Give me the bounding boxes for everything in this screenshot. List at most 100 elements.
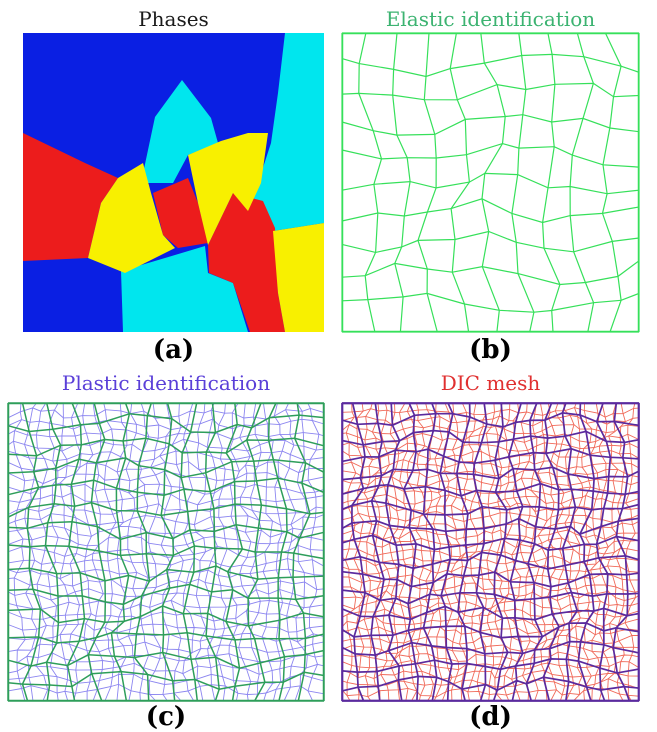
dic-mesh-fine-column-line: [581, 402, 593, 702]
plastic-mesh-coarse-column-line: [110, 402, 131, 702]
dic-mesh-fine-row-line: [341, 687, 640, 698]
dic-mesh-border: [341, 402, 640, 702]
dic-mesh-fine-column-line: [398, 402, 409, 702]
dic-mesh: [341, 402, 640, 702]
dic-mesh-fine-column-line: [415, 402, 426, 702]
dic-mesh-coarse-column-line: [370, 402, 385, 702]
plastic-mesh-fine-column-line: [204, 402, 218, 702]
plastic-mesh-fine-column-line: [238, 402, 252, 702]
dic-mesh-fine-row-line: [341, 423, 640, 435]
panel-d-title: DIC mesh: [440, 371, 541, 395]
dic-mesh-coarse-row-line: [341, 589, 640, 605]
plastic-mesh-coarse-column-line: [245, 402, 266, 702]
panel-c-title: Plastic identification: [61, 371, 271, 395]
phase-region-cyan-right: [248, 33, 324, 231]
dic-mesh-coarse-column-line: [472, 402, 488, 702]
panel-b-label: (b): [469, 335, 512, 365]
elastic-mesh-column-line: [569, 32, 595, 333]
plastic-mesh-coarse-column-line: [267, 402, 288, 702]
elastic-mesh-row-line: [341, 260, 640, 286]
dic-mesh-fine-row-line: [341, 599, 640, 610]
dic-mesh-fine-column-line: [432, 402, 443, 702]
dic-mesh-coarse-row-line: [341, 658, 640, 674]
dic-mesh-coarse-column-line: [439, 402, 454, 702]
panel-a-label: (a): [152, 335, 195, 365]
plastic-mesh-fine-column-line: [13, 402, 26, 702]
dic-mesh-coarse-column-line: [525, 402, 544, 702]
plastic-mesh-fine-column-line: [35, 402, 49, 702]
dic-mesh-coarse-row-line: [341, 466, 640, 481]
elastic-mesh: [341, 32, 640, 333]
dic-mesh-coarse-column-line: [385, 402, 403, 702]
elastic-mesh-border: [341, 32, 640, 333]
dic-mesh-fine-row-line: [341, 555, 640, 567]
dic-mesh-coarse-column-line: [595, 402, 612, 702]
dic-mesh-fine-column-line: [379, 402, 392, 702]
elastic-mesh-row-line: [341, 82, 640, 101]
plastic-mesh-coarse-column-line: [66, 402, 86, 702]
dic-mesh-fine-column-line: [459, 402, 468, 702]
dic-mesh-fine-column-line: [389, 402, 401, 702]
plastic-mesh-fine-column-line: [59, 402, 72, 702]
dic-mesh-coarse-row-line: [341, 675, 640, 692]
elastic-mesh-column-line: [449, 32, 471, 333]
elastic-mesh-column-line: [541, 32, 561, 333]
plastic-mesh-fine-column-line: [148, 402, 162, 702]
plastic-mesh-fine-column-line: [307, 402, 320, 702]
dic-mesh-coarse-row-line: [341, 534, 640, 551]
elastic-mesh-row-line: [341, 114, 640, 136]
plastic-mesh-fine-column-line: [283, 402, 297, 702]
plastic-mesh-fine-column-line: [47, 402, 59, 702]
plastic-mesh-fine-column-line: [170, 402, 184, 702]
dic-mesh-fine-lines: [341, 402, 640, 702]
plastic-mesh-coarse-column-line: [225, 402, 244, 702]
dic-mesh-coarse-column-line: [455, 402, 471, 702]
plastic-mesh-coarse-column-line: [204, 402, 220, 702]
phase-region-red-center: [153, 178, 208, 248]
dic-mesh-fine-column-line: [624, 402, 636, 702]
elastic-mesh-column-line: [601, 32, 622, 333]
dic-mesh-coarse-row-line: [341, 605, 640, 621]
dic-mesh-fine-row-line: [341, 616, 640, 628]
dic-mesh-coarse-row-line: [341, 517, 640, 536]
dic-mesh-coarse-row-line: [341, 412, 640, 428]
dic-mesh-coarse-column-line: [492, 402, 509, 702]
panel-c-label: (c): [145, 702, 187, 732]
dic-mesh-coarse-row-line: [341, 570, 640, 588]
phase-region-cyan-top: [141, 80, 218, 183]
dic-mesh-coarse-row-line: [341, 622, 640, 639]
elastic-mesh-column-line: [358, 32, 383, 333]
phases-map: [23, 33, 324, 332]
dic-mesh-fine-column-line: [572, 402, 584, 702]
dic-mesh-fine-column-line: [563, 402, 575, 702]
elastic-mesh-column-line: [480, 32, 506, 333]
plastic-mesh-coarse-column-line: [180, 402, 199, 702]
plastic-mesh-fine-column-line: [24, 402, 38, 702]
dic-mesh-fine-column-line: [511, 402, 522, 702]
dic-mesh-fine-column-line: [363, 402, 374, 702]
phase-region-yellow-center: [188, 133, 268, 245]
dic-mesh-fine-column-line: [485, 402, 497, 702]
plastic-mesh: [7, 402, 325, 702]
dic-mesh-fine-column-line: [598, 402, 610, 702]
dic-mesh-coarse-column-line: [507, 402, 524, 702]
elastic-mesh-row-line: [341, 172, 640, 195]
dic-mesh-coarse-row-line: [341, 500, 640, 516]
elastic-mesh-column-line: [417, 32, 438, 333]
dic-mesh-coarse-row-line: [341, 447, 640, 465]
plastic-mesh-fine-column-line: [116, 402, 128, 702]
plastic-mesh-fine-row-line: [7, 622, 325, 634]
plastic-mesh-coarse-column-line: [21, 402, 42, 702]
dic-mesh-fine-row-line: [341, 546, 640, 558]
dic-mesh-coarse-row-line: [341, 551, 640, 570]
plastic-mesh-coarse-column-line: [133, 402, 153, 702]
phase-region-yellow-right: [273, 223, 324, 332]
dic-mesh-fine-column-line: [450, 402, 461, 702]
dic-mesh-coarse-column-line: [561, 402, 579, 702]
dic-mesh-coarse-row-line: [341, 640, 640, 656]
phase-region-red-bottom: [208, 193, 285, 332]
plastic-mesh-fine-column-line: [125, 402, 138, 702]
dic-mesh-fine-column-line: [441, 402, 453, 702]
plastic-mesh-coarse-column-line: [44, 402, 62, 702]
dic-mesh-coarse-lines: [341, 402, 640, 702]
